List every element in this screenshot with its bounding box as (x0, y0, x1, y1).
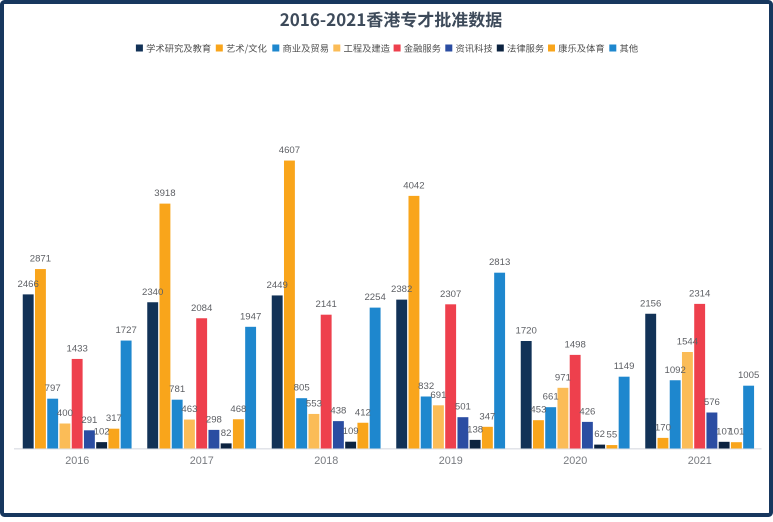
svg-text:781: 781 (169, 384, 185, 395)
svg-text:400: 400 (57, 408, 73, 419)
svg-text:553: 553 (306, 398, 322, 409)
svg-text:101: 101 (728, 427, 744, 438)
svg-text:2307: 2307 (440, 289, 461, 300)
svg-text:2141: 2141 (315, 299, 336, 310)
svg-text:2016: 2016 (65, 455, 89, 467)
svg-text:2871: 2871 (30, 254, 51, 265)
svg-text:971: 971 (555, 372, 571, 383)
svg-text:501: 501 (455, 402, 471, 413)
svg-text:1727: 1727 (115, 325, 136, 336)
svg-text:2017: 2017 (190, 455, 214, 467)
svg-text:55: 55 (607, 430, 618, 441)
svg-text:298: 298 (206, 414, 222, 425)
svg-text:426: 426 (579, 406, 595, 417)
svg-text:291: 291 (81, 415, 97, 426)
svg-text:62: 62 (594, 429, 605, 440)
svg-text:438: 438 (330, 406, 346, 417)
svg-text:1720: 1720 (516, 326, 537, 337)
svg-text:107: 107 (716, 426, 732, 437)
svg-text:109: 109 (343, 426, 359, 437)
svg-text:170: 170 (655, 422, 671, 433)
svg-text:4607: 4607 (279, 145, 300, 156)
svg-text:453: 453 (530, 405, 546, 416)
svg-text:347: 347 (479, 411, 495, 422)
svg-text:3918: 3918 (154, 188, 175, 199)
svg-text:797: 797 (45, 383, 61, 394)
svg-text:468: 468 (230, 404, 246, 415)
svg-text:2314: 2314 (689, 288, 711, 299)
svg-text:2156: 2156 (640, 298, 661, 309)
svg-text:317: 317 (106, 413, 122, 424)
svg-text:102: 102 (94, 427, 110, 438)
svg-text:82: 82 (221, 428, 232, 439)
svg-text:805: 805 (294, 383, 310, 394)
svg-text:412: 412 (355, 407, 371, 418)
svg-text:1544: 1544 (677, 337, 699, 348)
svg-text:2021: 2021 (688, 455, 712, 467)
svg-text:2466: 2466 (18, 279, 39, 290)
svg-text:691: 691 (430, 390, 446, 401)
svg-text:2018: 2018 (314, 455, 338, 467)
svg-text:2813: 2813 (489, 257, 510, 268)
svg-text:1149: 1149 (614, 361, 635, 372)
svg-text:2254: 2254 (364, 292, 386, 303)
svg-text:1498: 1498 (564, 339, 585, 350)
svg-text:661: 661 (543, 392, 559, 403)
svg-text:463: 463 (181, 404, 197, 415)
svg-text:4042: 4042 (403, 180, 424, 191)
svg-text:1005: 1005 (738, 370, 759, 381)
svg-text:832: 832 (418, 381, 434, 392)
svg-text:2340: 2340 (142, 287, 163, 298)
svg-text:2449: 2449 (267, 280, 288, 291)
svg-text:2382: 2382 (391, 284, 412, 295)
svg-text:2019: 2019 (439, 455, 463, 467)
svg-text:2084: 2084 (191, 303, 213, 314)
svg-text:138: 138 (467, 424, 483, 435)
svg-text:1092: 1092 (665, 365, 686, 376)
svg-text:1433: 1433 (66, 343, 87, 354)
svg-text:2020: 2020 (563, 455, 587, 467)
svg-text:1947: 1947 (240, 311, 261, 322)
svg-text:576: 576 (704, 397, 720, 408)
